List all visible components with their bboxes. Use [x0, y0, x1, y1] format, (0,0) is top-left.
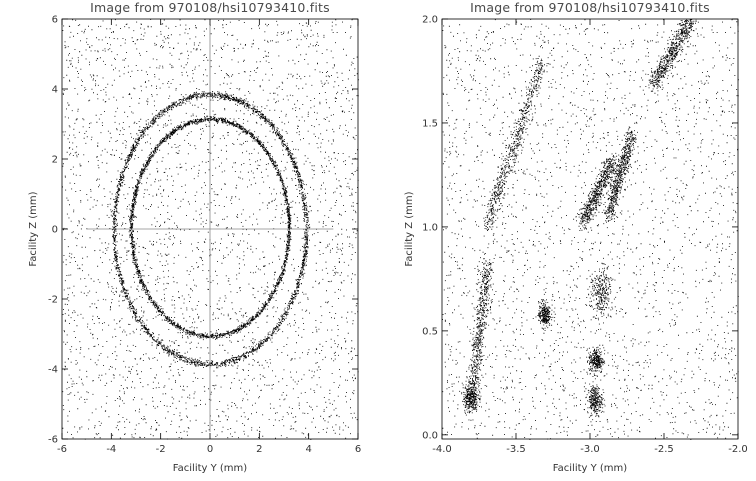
left-y-ticks: -6 -4 -2 0 2 4 6	[48, 15, 358, 446]
right-y-ticks: 0.0 0.5 1.0 1.5 2.0	[422, 15, 738, 441]
right-panel: Image from 970108/hsi10793410.fits -4.0-…	[404, 0, 748, 474]
y-tick-label: 4	[52, 85, 58, 96]
x-tick-label: 0	[207, 444, 213, 455]
y-tick-label: -6	[48, 435, 58, 446]
y-tick-label: 6	[52, 15, 58, 26]
x-tick-label: 6	[355, 444, 361, 455]
y-tick-label: 2	[52, 155, 58, 166]
x-tick-label: -3.0	[580, 444, 600, 455]
right-panel-title: Image from 970108/hsi10793410.fits	[470, 0, 710, 15]
x-tick-label: -4	[106, 444, 116, 455]
right-x-ticks: -4.0 -3.5 -3.0 -2.5 -2.0	[432, 19, 748, 455]
y-tick-label: 2.0	[422, 15, 438, 26]
scatter-events	[62, 19, 359, 440]
left-x-axis-label: Facility Y (mm)	[173, 463, 247, 474]
left-panel-title: Image from 970108/hsi10793410.fits	[90, 0, 330, 15]
y-tick-label: -4	[48, 365, 58, 376]
x-tick-label: 2	[256, 444, 262, 455]
left-x-ticks: -6 -4 -2 0 2 4 6	[57, 19, 361, 455]
y-tick-label: 1.5	[422, 118, 438, 129]
y-tick-label: -2	[48, 295, 58, 306]
right-x-axis-label: Facility Y (mm)	[553, 463, 627, 474]
right-scatter-points	[442, 19, 739, 440]
y-tick-label: 0	[52, 225, 58, 236]
x-tick-label: -6	[57, 444, 67, 455]
x-tick-label: -2	[156, 444, 166, 455]
left-reference-lines	[86, 26, 334, 432]
y-tick-label: 0.5	[422, 326, 438, 337]
y-tick-label: 0.0	[422, 430, 438, 441]
x-tick-label: 4	[305, 444, 311, 455]
left-panel: Image from 970108/hsi10793410.fits -6 -4-…	[28, 0, 361, 474]
x-tick-label: -4.0	[432, 444, 452, 455]
x-tick-label: -2.0	[728, 444, 748, 455]
x-tick-label: -2.5	[654, 444, 674, 455]
x-tick-label: -3.5	[506, 444, 526, 455]
y-tick-label: 1.0	[422, 222, 438, 233]
scatter-events	[442, 19, 739, 440]
left-scatter-points	[62, 19, 359, 440]
right-y-axis-label: Facility Z (mm)	[404, 191, 415, 266]
left-y-axis-label: Facility Z (mm)	[28, 191, 39, 266]
